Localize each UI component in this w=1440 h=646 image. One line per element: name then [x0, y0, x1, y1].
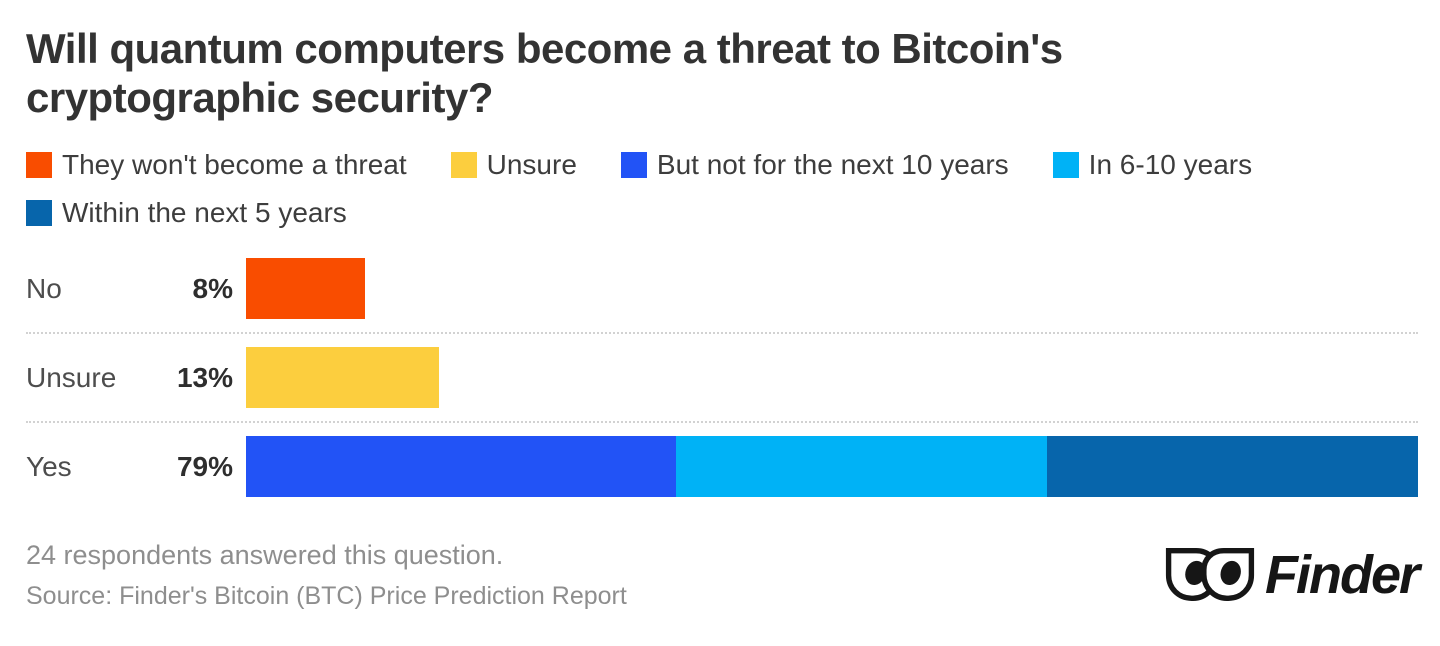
footer-source: Source: Finder's Bitcoin (BTC) Price Pre…: [26, 582, 627, 611]
row-value: 8%: [192, 272, 233, 304]
page-title: Will quantum computers become a threat t…: [26, 24, 1418, 122]
row-label: Yes: [26, 450, 72, 482]
bar-track: [246, 347, 1418, 409]
legend-label: But not for the next 10 years: [656, 148, 1009, 180]
legend-label: Unsure: [486, 148, 577, 180]
page-title-line1: Will quantum computers become a threat t…: [26, 25, 1063, 72]
legend-item: In 6-10 years: [1052, 148, 1253, 181]
chart-row: Yes 79%: [26, 423, 1418, 510]
legend-label: Within the next 5 years: [62, 196, 347, 228]
legend-swatch: [26, 199, 52, 226]
bar-segment: [246, 347, 439, 409]
legend-swatch: [450, 151, 477, 178]
finder-logo: Finder: [1164, 544, 1420, 611]
legend-swatch: [26, 151, 52, 178]
legend-swatch: [620, 151, 647, 178]
page-title-line2: cryptographic security?: [26, 74, 493, 122]
legend-item: Within the next 5 years: [26, 197, 347, 229]
legend-label: In 6-10 years: [1088, 148, 1253, 180]
legend-item: They won't become a threat: [26, 149, 407, 181]
row-label: Unsure: [26, 361, 117, 393]
legend: They won't become a threat Unsure But not …: [26, 148, 1418, 229]
legend-item: Unsure: [450, 148, 577, 181]
row-label: No: [26, 272, 62, 304]
legend-row-2: Within the next 5 years: [26, 196, 1418, 229]
finder-logo-text: Finder: [1264, 544, 1420, 605]
chart: No 8% Unsure 13% Yes 79%: [26, 245, 1418, 510]
bar-segment: [246, 258, 365, 320]
bar-track: [246, 258, 1418, 320]
bar-segment: [246, 436, 677, 498]
bar-segment: [1047, 436, 1418, 498]
legend-item: But not for the next 10 years: [620, 148, 1009, 181]
footer: 24 respondents answered this question. S…: [26, 540, 1420, 611]
bar-segment: [676, 436, 1048, 498]
chart-row: Unsure 13%: [26, 334, 1418, 424]
footer-notes: 24 respondents answered this question. S…: [26, 540, 627, 611]
legend-row-1: They won't become a threat Unsure But not …: [26, 148, 1418, 181]
row-value: 13%: [176, 361, 233, 393]
footer-respondents: 24 respondents answered this question.: [26, 540, 504, 571]
row-value: 79%: [176, 450, 233, 482]
finder-eyes-icon: [1165, 548, 1255, 602]
legend-label: They won't become a threat: [62, 148, 407, 180]
legend-swatch: [1052, 151, 1079, 178]
bar-track: [246, 436, 1418, 498]
chart-row: No 8%: [26, 245, 1418, 335]
